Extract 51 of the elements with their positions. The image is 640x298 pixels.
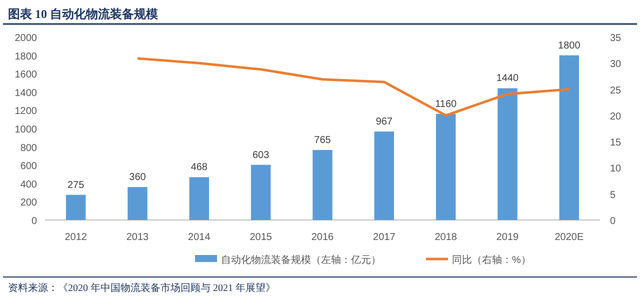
- y-tick-label: 400: [20, 179, 38, 190]
- x-tick-label: 2012: [64, 232, 88, 243]
- x-tick-label: 2016: [311, 232, 334, 243]
- bar: [189, 177, 210, 220]
- bar: [436, 114, 456, 220]
- y2-tick-label: 20: [610, 111, 622, 122]
- bar: [250, 164, 271, 220]
- bar: [374, 132, 394, 220]
- bar: [66, 194, 86, 220]
- x-tick-label: 2018: [434, 232, 458, 243]
- data-label: 1800: [558, 40, 581, 52]
- data-label: 275: [67, 180, 85, 191]
- legend-label: 自动化物流装备规模（左轴：亿元）: [221, 254, 381, 266]
- y2-tick-label: 5: [610, 190, 616, 201]
- x-tick-label: 2014: [188, 232, 211, 243]
- x-tick-label: 2013: [126, 232, 150, 243]
- x-tick-label: 2017: [373, 232, 396, 243]
- legend-label: 同比（右轴：%）: [452, 254, 531, 266]
- bar: [128, 187, 148, 220]
- y-tick-label: 1800: [14, 51, 38, 62]
- y-tick-label: 200: [20, 198, 38, 209]
- data-label: 360: [129, 172, 146, 184]
- y-tick-label: 1400: [14, 88, 38, 99]
- y2-tick-label: 15: [610, 138, 622, 149]
- bar: [559, 55, 580, 220]
- x-tick-label: 2015: [250, 232, 272, 243]
- chart-title: 图表 10 自动化物流装备规模: [8, 7, 158, 21]
- bar: [312, 150, 332, 220]
- y-tick-label: 1200: [14, 106, 38, 118]
- bar: [498, 88, 518, 220]
- y-tick-label: 0: [31, 216, 38, 227]
- line-series: [136, 57, 570, 117]
- data-label: 765: [314, 135, 332, 146]
- data-label: 1440: [496, 73, 520, 84]
- data-label: 1160: [435, 98, 458, 110]
- y2-tick-label: 25: [610, 85, 622, 96]
- y-tick-label: 1600: [14, 70, 38, 81]
- y-tick-label: 600: [20, 161, 38, 172]
- data-label: 468: [190, 162, 208, 174]
- y-tick-label: 1000: [14, 124, 38, 136]
- y2-tick-label: 0: [610, 216, 616, 227]
- data-label: 603: [252, 150, 270, 161]
- y2-tick-label: 35: [610, 33, 622, 44]
- y-tick-label: 800: [20, 142, 38, 154]
- x-tick-label: 2020E: [554, 232, 584, 243]
- x-tick-label: 2019: [496, 232, 520, 243]
- y2-tick-label: 10: [610, 164, 622, 175]
- y2-tick-label: 30: [610, 59, 622, 70]
- data-label: 967: [376, 116, 393, 128]
- text: 资料来源：《2020 年中国物流装备市场回顾与 2021 年展望》: [8, 282, 276, 294]
- y-tick-label: 2000: [14, 33, 38, 44]
